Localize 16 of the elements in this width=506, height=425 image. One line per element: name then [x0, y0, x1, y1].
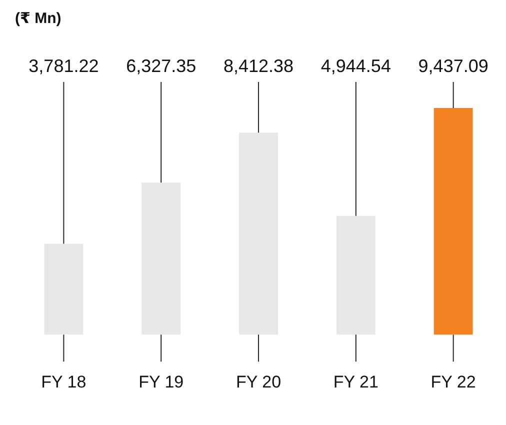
bar: [44, 244, 84, 335]
bar: [434, 108, 473, 335]
bar: [336, 216, 376, 335]
data-label: 6,327.35: [126, 56, 196, 76]
bar: [239, 132, 278, 335]
chart-title: (₹ Mn): [15, 10, 62, 28]
x-tick-label: FY 19: [138, 372, 184, 392]
x-tick-label: FY 22: [430, 372, 476, 392]
x-tick-label: FY 21: [333, 372, 378, 392]
data-label: 8,412.38: [223, 56, 294, 76]
x-tick-label: FY 18: [41, 372, 86, 392]
data-label: 9,437.09: [418, 56, 488, 76]
x-tick-label: FY 20: [236, 372, 282, 392]
data-label: 4,944.54: [320, 56, 391, 76]
bar: [142, 182, 181, 335]
data-label: 3,781.22: [28, 56, 99, 76]
